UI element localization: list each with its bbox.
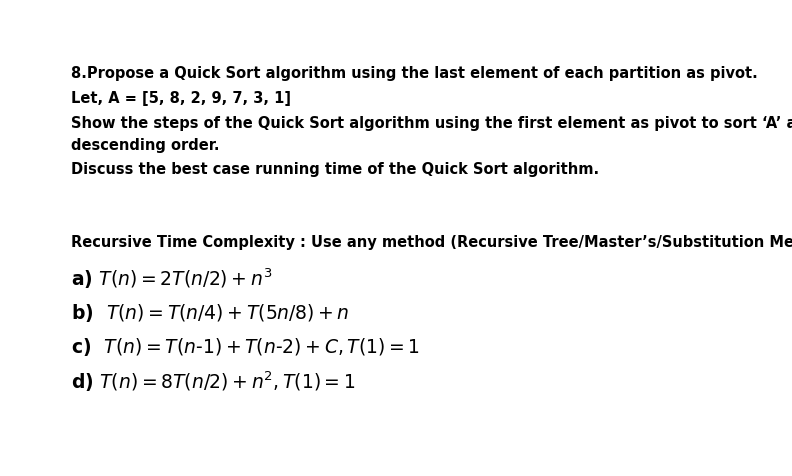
Text: a) $\mathit{T}(\mathit{n}) = 2\mathit{T}(\mathit{n}/2) + \mathit{n}^3$: a) $\mathit{T}(\mathit{n}) = 2\mathit{T}… <box>71 266 272 291</box>
Text: Let, A = [5, 8, 2, 9, 7, 3, 1]: Let, A = [5, 8, 2, 9, 7, 3, 1] <box>71 91 291 106</box>
Text: Recursive Time Complexity : Use any method (Recursive Tree/Master’s/Substitution: Recursive Time Complexity : Use any meth… <box>71 235 792 250</box>
Text: c)  $\mathit{T}(\mathit{n})= \mathit{T}(\mathit{n}\text{-}1) + \mathit{T}(\mathi: c) $\mathit{T}(\mathit{n})= \mathit{T}(\… <box>71 336 421 358</box>
Text: 8.Propose a Quick Sort algorithm using the last element of each partition as piv: 8.Propose a Quick Sort algorithm using t… <box>71 66 758 81</box>
Text: Show the steps of the Quick Sort algorithm using the first element as pivot to s: Show the steps of the Quick Sort algorit… <box>71 116 792 131</box>
Text: Discuss the best case running time of the Quick Sort algorithm.: Discuss the best case running time of th… <box>71 162 600 178</box>
Text: descending order.: descending order. <box>71 138 220 153</box>
Text: b)  $\mathit{T}(\mathit{n}) = \mathit{T}(\mathit{n}/4) + \mathit{T}(5\mathit{n}/: b) $\mathit{T}(\mathit{n}) = \mathit{T}(… <box>71 302 349 324</box>
Text: d) $\mathit{T}(\mathit{n})= 8\mathit{T}(\mathit{n}/2) + \mathit{n}^2, \mathit{T}: d) $\mathit{T}(\mathit{n})= 8\mathit{T}(… <box>71 369 356 394</box>
